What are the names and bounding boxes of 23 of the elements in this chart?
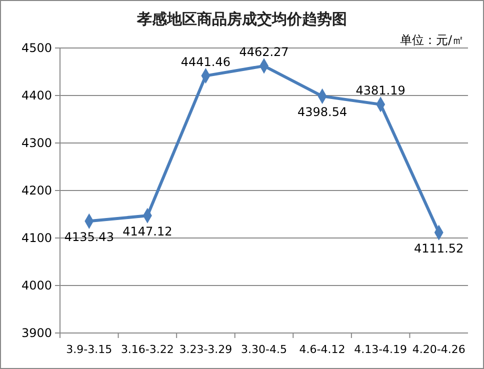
data-label: 4147.12	[122, 224, 172, 239]
x-tick-label: 4.20-4.26	[412, 343, 466, 356]
y-tick-label: 4500	[21, 41, 52, 55]
chart-title: 孝感地区商品房成交均价趋势图	[136, 10, 347, 28]
x-tick-label: 4.6-4.12	[299, 343, 346, 356]
x-tick-label: 3.9-3.15	[66, 343, 112, 356]
x-tick-label: 3.30-4.5	[241, 343, 287, 356]
y-tick-label: 3900	[21, 326, 52, 340]
data-label: 4441.46	[180, 54, 231, 69]
data-label: 4135.43	[64, 230, 114, 244]
y-tick-label: 4400	[21, 88, 52, 102]
y-tick-label: 4100	[21, 231, 52, 245]
x-tick-label: 3.23-3.29	[179, 343, 232, 356]
data-label: 4111.52	[414, 242, 464, 256]
data-label: 4462.27	[239, 44, 289, 59]
x-tick-label: 3.16-3.22	[120, 343, 174, 356]
y-tick-label: 4300	[21, 136, 52, 150]
y-tick-label: 4200	[21, 184, 52, 198]
y-tick-label: 4000	[21, 278, 52, 292]
x-tick-label: 4.13-4.19	[354, 343, 408, 356]
data-label: 4398.54	[297, 105, 348, 120]
data-label: 4381.19	[356, 83, 406, 98]
text: 单位：元/㎡	[400, 33, 464, 47]
